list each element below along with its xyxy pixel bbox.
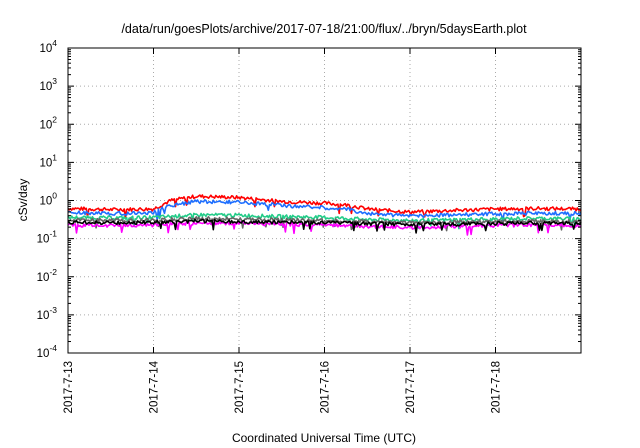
series-line	[67, 212, 581, 230]
y-tick-label: 10-3	[37, 305, 58, 322]
chart-title: /data/run/goesPlots/archive/2017-07-18/2…	[121, 22, 527, 36]
x-tick-label: 2017-7-13	[63, 361, 75, 413]
series-line	[67, 218, 582, 234]
x-tick-label: 2017-7-18	[491, 361, 503, 413]
y-tick-label: 10-4	[37, 343, 58, 360]
y-tick-base: 10	[37, 310, 50, 322]
y-tick-label: 102	[39, 114, 57, 131]
x-tick-label: 2017-7-16	[320, 361, 332, 413]
x-tick-label: 2017-7-17	[405, 361, 417, 413]
grid-lines	[68, 48, 581, 353]
y-tick-label: 100	[39, 191, 57, 208]
y-tick-base: 10	[39, 43, 52, 55]
y-tick-label: 10-2	[37, 267, 58, 284]
y-tick-base: 10	[37, 348, 50, 360]
x-tick-label: 2017-7-14	[149, 360, 161, 413]
series-line	[67, 199, 582, 222]
x-axis-ticks: 2017-7-13 2017-7-14 2017-7-15 2017-7-16 2017…	[63, 48, 503, 413]
y-tick-base: 10	[39, 81, 52, 93]
y-tick-label: 103	[39, 76, 57, 93]
data-series	[67, 194, 582, 236]
y-tick-base: 10	[39, 157, 52, 169]
y-tick-label: 10-1	[37, 229, 58, 246]
x-axis-label: Coordinated Universal Time (UTC)	[232, 431, 416, 445]
y-tick-base: 10	[37, 234, 50, 246]
y-tick-exponent: -2	[49, 267, 57, 277]
y-tick-exponent: -1	[49, 229, 57, 239]
y-tick-exponent: -3	[49, 305, 57, 315]
y-tick-base: 10	[37, 272, 50, 284]
series-line	[67, 194, 582, 219]
y-tick-exponent: 4	[52, 38, 57, 48]
y-tick-exponent: -4	[49, 343, 57, 353]
series-line	[67, 216, 582, 232]
y-tick-exponent: 3	[52, 76, 57, 86]
y-tick-base: 10	[39, 196, 52, 208]
y-axis-label: cSv/day	[16, 179, 30, 222]
y-tick-exponent: 2	[52, 114, 57, 124]
x-tick-label: 2017-7-15	[234, 361, 246, 413]
y-tick-label: 104	[39, 38, 57, 55]
y-tick-base: 10	[39, 119, 52, 131]
y-tick-exponent: 1	[52, 152, 57, 162]
y-tick-label: 101	[39, 152, 57, 169]
y-tick-exponent: 0	[52, 191, 57, 201]
